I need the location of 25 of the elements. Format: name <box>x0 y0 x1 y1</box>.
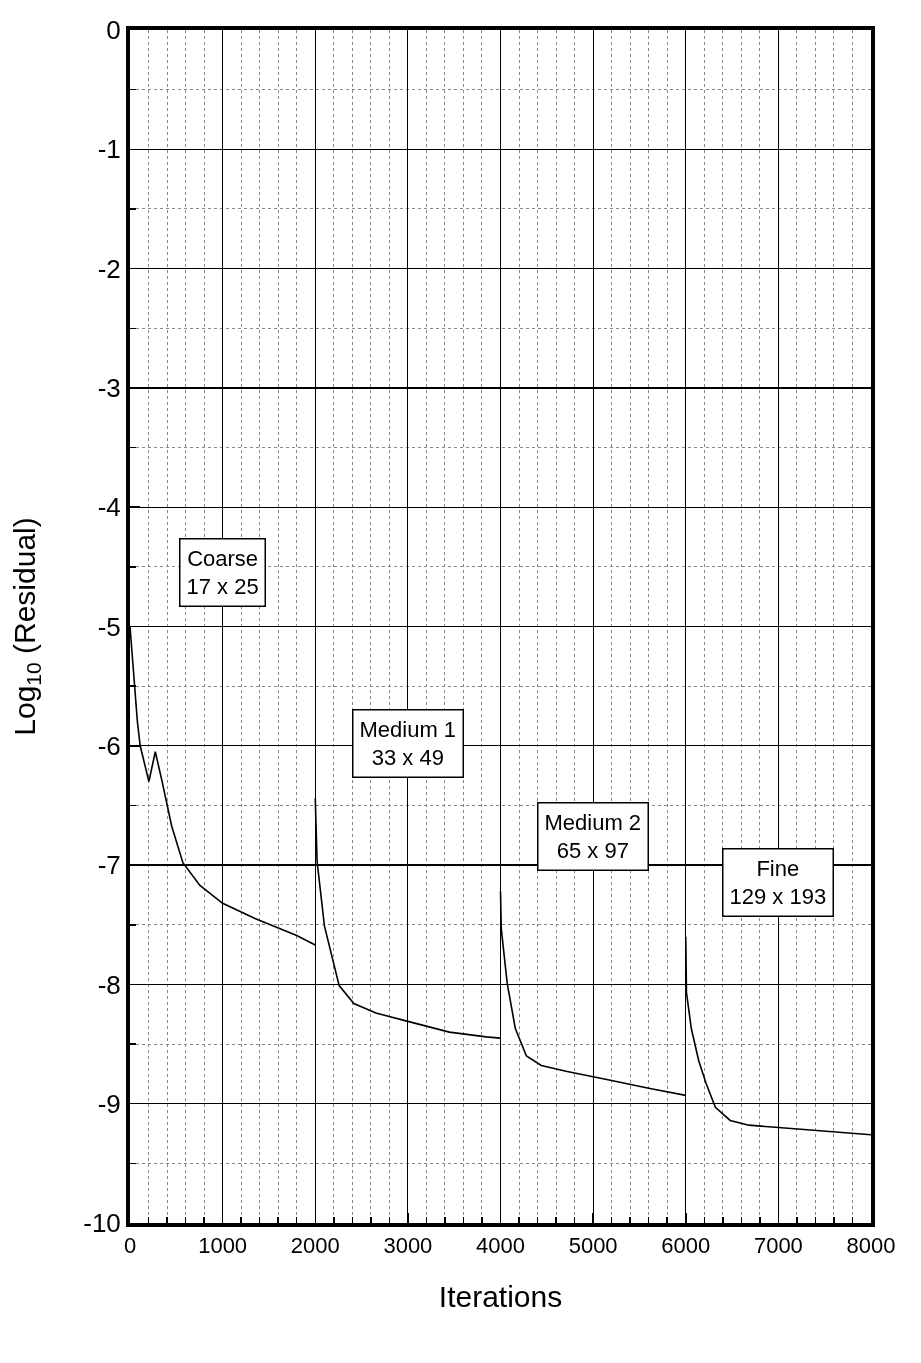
y-tick-label: -3 <box>97 373 121 403</box>
x-axis-title: Iterations <box>438 1280 563 1314</box>
x-tick-label: 0 <box>123 1233 137 1259</box>
x-tick-label: 1000 <box>198 1233 248 1259</box>
y-tick-label: -2 <box>97 253 121 284</box>
x-tick-label: 8000 <box>846 1233 896 1259</box>
y-tick-label: -10 <box>83 1208 121 1239</box>
y-tick-label: -5 <box>97 611 121 642</box>
y-tick-label: -6 <box>97 730 121 761</box>
y-tick-label: 0 <box>106 15 121 46</box>
y-tick-label: -9 <box>97 1088 121 1119</box>
x-tick-label: 2000 <box>290 1233 340 1259</box>
x-tick-label: 7000 <box>753 1233 803 1259</box>
text: Coarse 17 x 25 <box>186 545 259 600</box>
x-tick-label: 4000 <box>476 1233 525 1259</box>
y-tick-label: -1 <box>97 134 121 165</box>
y-tick-label: -8 <box>97 969 121 1000</box>
y-tick-label: -7 <box>97 850 121 881</box>
text: Medium 2 65 x 97 <box>544 809 642 864</box>
x-tick-label: 5000 <box>568 1233 618 1259</box>
text: Fine 129 x 193 <box>729 855 827 910</box>
y-tick-label: -4 <box>97 492 121 523</box>
text: Medium 1 33 x 49 <box>359 716 457 771</box>
x-tick-label: 6000 <box>661 1233 711 1259</box>
x-tick-label: 3000 <box>383 1233 433 1259</box>
